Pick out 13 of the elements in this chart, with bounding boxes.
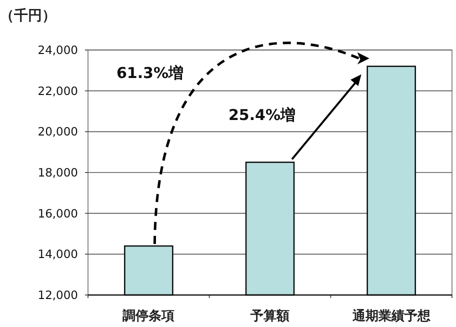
y-tick-label: 12,000 xyxy=(38,288,78,302)
y-tick-label: 24,000 xyxy=(38,43,78,57)
y-tick-label: 14,000 xyxy=(38,247,78,262)
annotation: 25.4%増 xyxy=(228,106,296,124)
annotation: 61.3%増 xyxy=(116,64,184,82)
x-tick-label: 通期業績予想 xyxy=(351,308,432,324)
y-tick-label: 18,000 xyxy=(38,166,78,180)
y-tick-label: 20,000 xyxy=(38,124,78,139)
y-tick-label: 16,000 xyxy=(38,206,78,220)
y-tick-label: 22,000 xyxy=(38,84,78,98)
x-tick-label: 予算額 xyxy=(250,308,290,324)
y-axis-title: （千円） xyxy=(0,7,56,24)
x-tick-label: 調停条項 xyxy=(122,308,175,324)
